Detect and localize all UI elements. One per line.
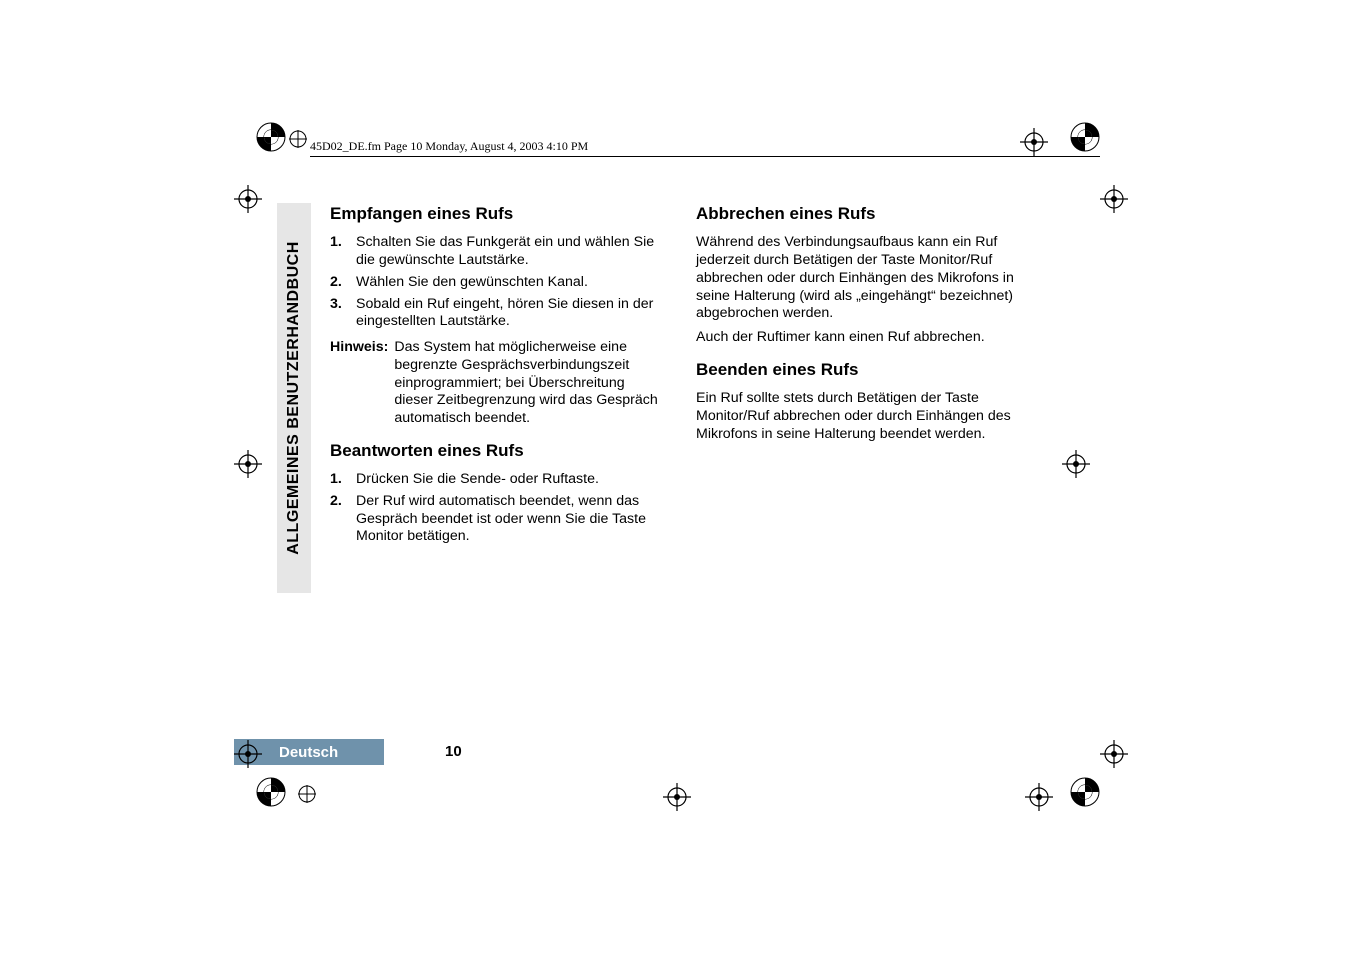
sidebar-label: ALLGEMEINES BENUTZERHANDBUCH bbox=[285, 241, 303, 555]
footer-language: Deutsch bbox=[279, 744, 338, 761]
step-num: 1. bbox=[330, 471, 356, 489]
step-num: 1. bbox=[330, 234, 356, 270]
crop-corner-icon bbox=[254, 775, 288, 809]
header-filename: 45D02_DE.fm Page 10 Monday, August 4, 20… bbox=[310, 139, 588, 154]
registration-dot-icon bbox=[287, 128, 309, 150]
registration-mark-icon bbox=[1025, 783, 1053, 811]
heading-cancel: Abbrechen eines Rufs bbox=[696, 203, 1030, 224]
list-item: 2.Wählen Sie den gewünschten Kanal. bbox=[330, 274, 664, 292]
registration-mark-icon bbox=[1020, 128, 1048, 156]
sidebar-tab: ALLGEMEINES BENUTZERHANDBUCH bbox=[277, 203, 311, 593]
receive-steps: 1.Schalten Sie das Funkgerät ein und wäh… bbox=[330, 234, 664, 331]
crop-corner-icon bbox=[254, 120, 288, 154]
heading-receive: Empfangen eines Rufs bbox=[330, 203, 664, 224]
step-num: 2. bbox=[330, 493, 356, 546]
registration-mark-icon bbox=[234, 740, 262, 768]
page-number: 10 bbox=[445, 743, 462, 760]
para: Ein Ruf sollte stets durch Betätigen der… bbox=[696, 390, 1030, 443]
page-body: Empfangen eines Rufs 1.Schalten Sie das … bbox=[330, 203, 1030, 554]
step-num: 2. bbox=[330, 274, 356, 292]
answer-steps: 1.Drücken Sie die Sende- oder Ruftaste. … bbox=[330, 471, 664, 546]
crop-corner-icon bbox=[1068, 120, 1102, 154]
registration-mark-icon bbox=[234, 185, 262, 213]
registration-dot-icon bbox=[296, 783, 318, 805]
heading-answer: Beantworten eines Rufs bbox=[330, 440, 664, 461]
registration-mark-icon bbox=[1100, 185, 1128, 213]
heading-end: Beenden eines Rufs bbox=[696, 359, 1030, 380]
step-text: Der Ruf wird automatisch beendet, wenn d… bbox=[356, 493, 664, 546]
registration-mark-icon bbox=[234, 450, 262, 478]
crop-corner-icon bbox=[1068, 775, 1102, 809]
list-item: 3.Sobald ein Ruf eingeht, hören Sie dies… bbox=[330, 296, 664, 332]
left-column: Empfangen eines Rufs 1.Schalten Sie das … bbox=[330, 203, 664, 554]
list-item: 1.Drücken Sie die Sende- oder Ruftaste. bbox=[330, 471, 664, 489]
list-item: 1.Schalten Sie das Funkgerät ein und wäh… bbox=[330, 234, 664, 270]
step-text: Drücken Sie die Sende- oder Ruftaste. bbox=[356, 471, 664, 489]
step-text: Schalten Sie das Funkgerät ein und wähle… bbox=[356, 234, 664, 270]
registration-mark-icon bbox=[1062, 450, 1090, 478]
hint-block: Hinweis: Das System hat möglicherweise e… bbox=[330, 339, 664, 428]
step-text: Sobald ein Ruf eingeht, hören Sie diesen… bbox=[356, 296, 664, 332]
registration-mark-icon bbox=[663, 783, 691, 811]
hint-label: Hinweis: bbox=[330, 339, 388, 428]
registration-mark-icon bbox=[1100, 740, 1128, 768]
step-num: 3. bbox=[330, 296, 356, 332]
hint-text: Das System hat möglicherweise eine begre… bbox=[394, 339, 664, 428]
para: Auch der Ruftimer kann einen Ruf abbrech… bbox=[696, 329, 1030, 347]
step-text: Wählen Sie den gewünschten Kanal. bbox=[356, 274, 664, 292]
right-column: Abbrechen eines Rufs Während des Verbind… bbox=[696, 203, 1030, 554]
para: Während des Verbindungsaufbaus kann ein … bbox=[696, 234, 1030, 323]
list-item: 2.Der Ruf wird automatisch beendet, wenn… bbox=[330, 493, 664, 546]
